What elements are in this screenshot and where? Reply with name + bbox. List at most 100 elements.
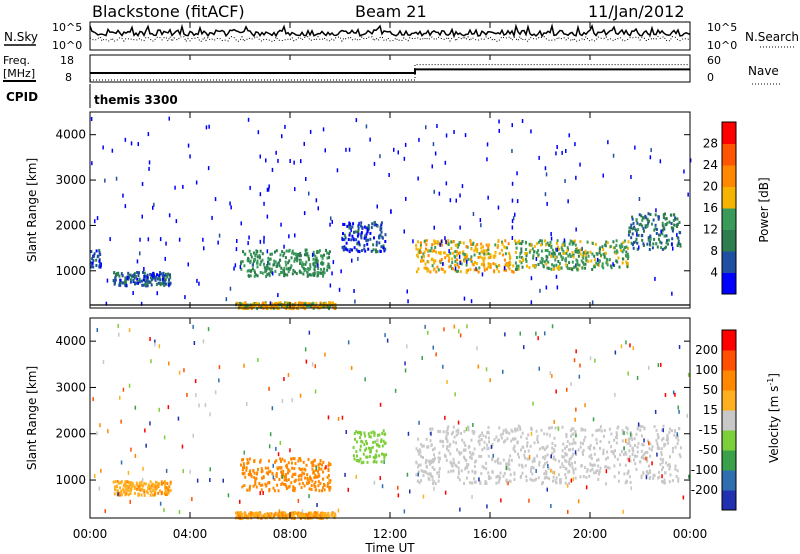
data-pixel: [573, 239, 576, 243]
scatter-pixel: [589, 356, 592, 361]
data-pixel: [271, 252, 273, 256]
data-pixel: [504, 428, 507, 432]
data-pixel: [261, 252, 264, 256]
data-pixel: [580, 428, 583, 432]
scatter-pixel: [278, 509, 281, 514]
colorbar-tick-label: -100: [691, 463, 718, 477]
data-pixel: [433, 459, 436, 463]
data-pixel: [595, 429, 598, 433]
data-pixel: [465, 245, 468, 249]
data-pixel: [453, 461, 455, 465]
data-pixel: [322, 302, 325, 306]
data-pixel: [532, 264, 535, 268]
data-pixel: [114, 488, 117, 492]
data-pixel: [515, 246, 518, 250]
data-pixel: [530, 468, 532, 471]
scatter-pixel: [545, 172, 548, 177]
scatter-pixel: [247, 117, 250, 122]
data-pixel: [647, 236, 650, 240]
data-pixel: [317, 463, 320, 467]
scatter-pixel: [105, 301, 108, 306]
y-tick-label: 4000: [55, 128, 86, 142]
data-pixel: [268, 481, 271, 485]
data-pixel: [134, 275, 137, 279]
data-pixel: [669, 427, 671, 431]
data-pixel: [555, 255, 558, 259]
data-pixel: [420, 243, 422, 247]
data-pixel: [382, 453, 385, 457]
data-pixel: [634, 443, 636, 447]
data-pixel: [591, 467, 594, 471]
data-pixel: [416, 253, 419, 257]
scatter-pixel: [417, 176, 419, 181]
data-pixel: [239, 517, 242, 521]
data-pixel: [384, 240, 387, 243]
data-pixel: [498, 478, 501, 482]
data-pixel: [459, 251, 462, 255]
data-pixel: [641, 443, 644, 446]
data-pixel: [629, 226, 632, 230]
data-pixel: [262, 514, 265, 518]
data-pixel: [310, 273, 313, 277]
scatter-pixel: [459, 225, 461, 230]
data-pixel: [553, 449, 556, 453]
data-pixel: [93, 252, 96, 256]
data-pixel: [429, 427, 431, 431]
data-pixel: [523, 453, 526, 457]
data-pixel: [597, 259, 600, 263]
data-pixel: [285, 477, 288, 481]
scatter-pixel: [397, 485, 399, 490]
data-pixel: [572, 468, 575, 472]
scatter-pixel: [612, 153, 615, 158]
data-pixel: [644, 214, 647, 218]
data-pixel: [552, 479, 554, 483]
data-pixel: [324, 302, 327, 306]
data-pixel: [285, 267, 288, 271]
data-pixel: [550, 254, 553, 258]
data-pixel: [280, 483, 283, 486]
data-pixel: [266, 273, 269, 277]
data-pixel: [530, 470, 532, 473]
data-pixel: [502, 253, 505, 257]
data-pixel: [438, 470, 441, 474]
data-pixel: [473, 249, 476, 253]
data-pixel: [162, 279, 165, 283]
data-pixel: [348, 250, 351, 254]
data-pixel: [415, 473, 418, 477]
y-tick-label: 4000: [55, 334, 86, 348]
scatter-pixel: [149, 421, 151, 426]
data-pixel: [500, 248, 503, 252]
data-pixel: [469, 240, 472, 243]
scatter-pixel: [163, 508, 165, 513]
data-pixel: [508, 458, 511, 462]
data-pixel: [373, 433, 376, 437]
data-pixel: [662, 213, 665, 217]
data-pixel: [531, 466, 534, 469]
data-pixel: [137, 274, 140, 277]
data-pixel: [508, 254, 511, 258]
data-pixel: [654, 227, 657, 231]
data-pixel: [432, 460, 434, 464]
data-pixel: [310, 302, 313, 306]
data-pixel: [274, 304, 277, 308]
data-pixel: [255, 261, 258, 265]
data-pixel: [677, 241, 680, 245]
data-pixel: [307, 267, 309, 271]
data-pixel: [489, 265, 492, 269]
data-pixel: [302, 263, 305, 266]
scatter-pixel: [288, 234, 290, 239]
data-pixel: [433, 239, 436, 243]
data-pixel: [343, 223, 346, 226]
data-pixel: [352, 222, 355, 226]
data-pixel: [145, 490, 148, 494]
scatter-pixel: [91, 161, 93, 166]
data-pixel: [146, 280, 149, 284]
data-pixel: [92, 255, 95, 259]
data-pixel: [326, 251, 329, 255]
scatter-pixel: [119, 395, 121, 400]
data-pixel: [303, 484, 306, 488]
data-pixel: [281, 515, 284, 518]
data-pixel: [328, 307, 330, 311]
scatter-pixel: [544, 166, 547, 171]
data-pixel: [136, 277, 139, 281]
